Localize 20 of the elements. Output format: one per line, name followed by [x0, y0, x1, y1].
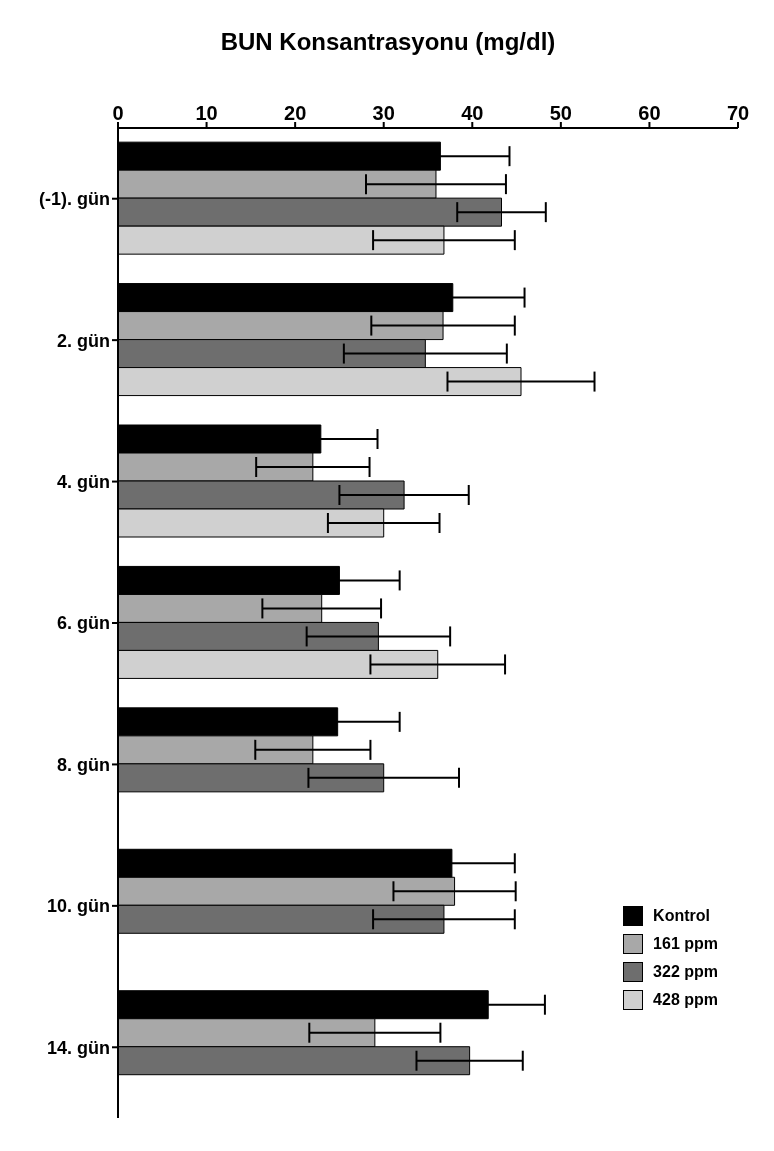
- x-tick-label: 30: [372, 102, 395, 124]
- y-tick-label: 4. gün: [57, 471, 110, 492]
- x-tick-label: 60: [638, 102, 661, 124]
- x-tick-label: 20: [284, 102, 307, 124]
- y-tick-label: 6. gün: [57, 613, 110, 634]
- x-tick-label: 50: [549, 102, 572, 124]
- x-tick-label: 0: [112, 102, 124, 124]
- x-tick-label: 70: [726, 102, 750, 124]
- legend-label: Kontrol: [653, 907, 710, 925]
- legend-label: 322 ppm: [653, 963, 718, 981]
- x-tick-label: 40: [461, 102, 484, 124]
- y-tick-label: 2. gün: [57, 330, 110, 351]
- x-tick-label: 10: [195, 102, 218, 124]
- y-tick-label: (-1). gün: [39, 189, 110, 210]
- y-tick-label: 8. gün: [57, 754, 110, 775]
- legend-label: 161 ppm: [653, 935, 718, 953]
- legend-label: 428 ppm: [653, 991, 718, 1009]
- y-tick-label: 10. gün: [46, 896, 110, 917]
- x-axis-title: BUN Konsantrasyonu (mg/dl): [219, 27, 557, 57]
- y-tick-label: 14. gün: [46, 1037, 110, 1058]
